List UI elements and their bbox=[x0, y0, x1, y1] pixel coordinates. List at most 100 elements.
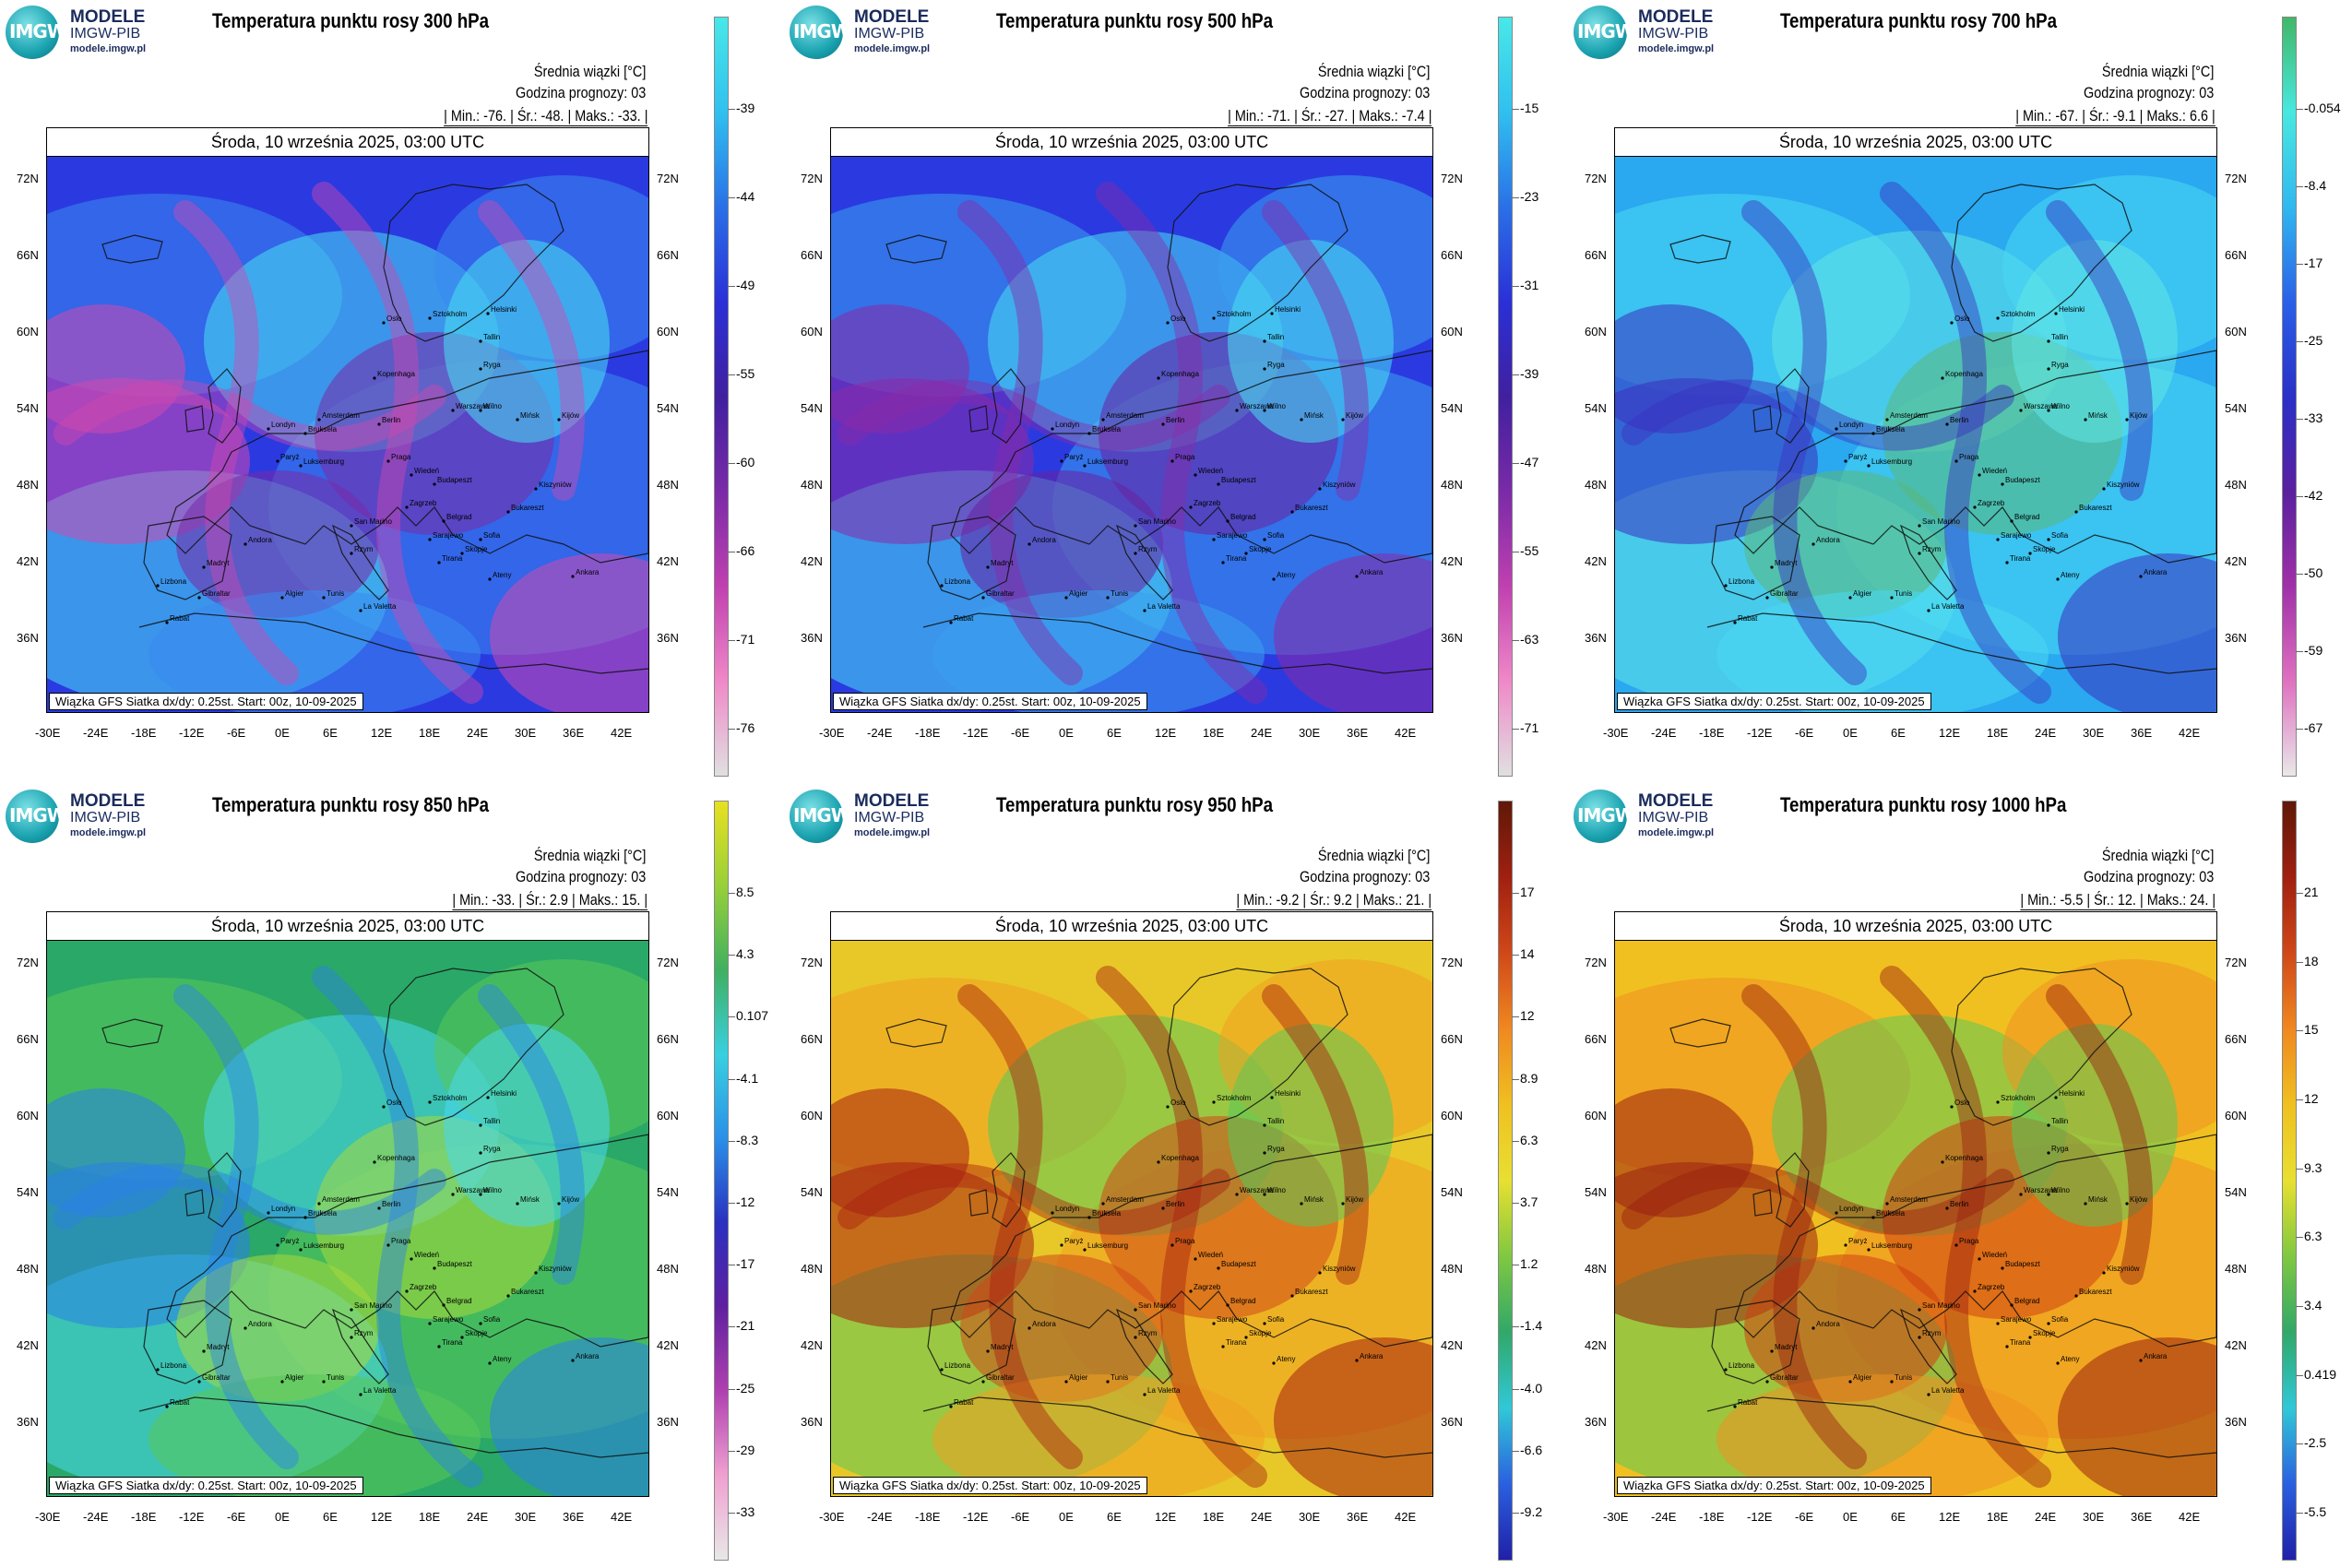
coastline bbox=[143, 516, 232, 600]
city-label: Budapeszt bbox=[1221, 1260, 1257, 1268]
city-label: Budapeszt bbox=[2005, 1260, 2041, 1268]
city-label: Kiszyniów bbox=[2107, 481, 2140, 489]
imgw-logo[interactable]: IMGW MODELE IMGW-PIB modele.imgw.pl bbox=[6, 6, 162, 59]
logo-badge-text: IMGW bbox=[1577, 804, 1635, 826]
field-streak bbox=[2046, 200, 2153, 501]
lat-label-left: 36N bbox=[17, 631, 39, 645]
lat-label-right: 36N bbox=[2225, 1415, 2247, 1429]
city-label: Gibraltar bbox=[1770, 1373, 1799, 1382]
lon-label: 36E bbox=[2131, 1510, 2153, 1524]
field-blob bbox=[444, 1024, 610, 1227]
field-blob bbox=[1615, 304, 1753, 434]
imgw-logo[interactable]: IMGW MODELE IMGW-PIB modele.imgw.pl bbox=[790, 6, 946, 59]
lon-label: -30E bbox=[1603, 1510, 1629, 1524]
city-dot bbox=[479, 1193, 482, 1196]
city-label: Ankara bbox=[1360, 1352, 1384, 1360]
imgw-logo[interactable]: IMGW MODELE IMGW-PIB modele.imgw.pl bbox=[1574, 6, 1730, 59]
colorbar-tick-label: 9.3 bbox=[2304, 1159, 2322, 1175]
lat-label-left: 60N bbox=[801, 325, 823, 339]
model-footer: Wiązka GFS Siatka dx/dy: 0.25st. Start: … bbox=[833, 693, 1147, 710]
colorbar-tick-label: -4.0 bbox=[1520, 1380, 1543, 1396]
info-units: Średnia wiązki [°C] bbox=[533, 63, 646, 80]
stats-line: | Min.: -76. | Śr.: -48. | Maks.: -33. | bbox=[443, 107, 647, 126]
field-blob bbox=[1716, 590, 2049, 712]
city-label: Luksemburg bbox=[1871, 457, 1912, 466]
lon-label: -24E bbox=[83, 726, 109, 740]
field-blob bbox=[1744, 470, 1947, 618]
forecast-panel-6: IMGW MODELE IMGW-PIB modele.imgw.pl Temp… bbox=[1568, 784, 2352, 1568]
city-label: Kijów bbox=[562, 411, 579, 420]
city-label: La Valetta bbox=[363, 602, 397, 611]
lon-label: -30E bbox=[819, 726, 845, 740]
colorbar-tick-label: 12 bbox=[1520, 1008, 1535, 1024]
coastline bbox=[166, 350, 648, 564]
city-label: Wilno bbox=[483, 402, 503, 410]
city-dot bbox=[442, 519, 445, 523]
field-blob bbox=[176, 470, 379, 618]
city-dot bbox=[2047, 1193, 2050, 1196]
city-dot bbox=[373, 376, 376, 380]
colorbar-tick-label: 0.419 bbox=[2304, 1366, 2337, 1382]
lon-label: 24E bbox=[1251, 726, 1273, 740]
coastline bbox=[208, 368, 242, 444]
city-label: Sztokholm bbox=[433, 310, 468, 318]
city-dot bbox=[428, 316, 432, 320]
lat-label-left: 54N bbox=[801, 401, 823, 415]
field-streak bbox=[1621, 1163, 2014, 1235]
city-dot bbox=[1101, 418, 1105, 422]
city-dot bbox=[1087, 432, 1091, 435]
city-label: Ryga bbox=[2051, 361, 2069, 369]
logo-line1: MODELE bbox=[1638, 7, 1714, 27]
imgw-logo-icon: IMGW bbox=[1574, 790, 1635, 843]
city-dot bbox=[1028, 542, 1031, 546]
coastline bbox=[1776, 368, 1810, 444]
imgw-logo[interactable]: IMGW MODELE IMGW-PIB modele.imgw.pl bbox=[1574, 790, 1730, 843]
imgw-logo[interactable]: IMGW MODELE IMGW-PIB modele.imgw.pl bbox=[790, 790, 946, 843]
city-label: Algier bbox=[285, 1373, 304, 1382]
city-dot bbox=[1217, 1266, 1220, 1270]
city-dot bbox=[479, 1322, 482, 1325]
city-label: Berlin bbox=[1166, 1200, 1184, 1208]
city-label: Mińsk bbox=[2088, 1195, 2108, 1204]
lat-label-right: 42N bbox=[657, 554, 679, 568]
colorbar-tick-label: -25 bbox=[2304, 333, 2323, 348]
lon-label: 42E bbox=[611, 1510, 633, 1524]
city-dot bbox=[428, 1100, 432, 1104]
lon-label: 18E bbox=[1203, 726, 1225, 740]
logo-line1: MODELE bbox=[70, 791, 146, 811]
city-label: Budapeszt bbox=[437, 1260, 473, 1268]
colorbar-tick-mark bbox=[2296, 1099, 2303, 1100]
city-label: Mińsk bbox=[1304, 1195, 1324, 1204]
city-dot bbox=[2005, 1345, 2009, 1348]
city-label: Algier bbox=[1853, 1373, 1872, 1382]
city-label: Bruksela bbox=[308, 425, 338, 434]
colorbar-tick-mark bbox=[728, 893, 735, 894]
city-dot bbox=[1235, 1193, 1239, 1196]
colorbar-tick-mark bbox=[728, 1140, 735, 1142]
lat-label-right: 36N bbox=[1441, 1415, 1463, 1429]
city-label: Skopje bbox=[465, 1329, 488, 1337]
colorbar-tick-label: -66 bbox=[736, 543, 755, 558]
info-block: Średnia wiązki [°C] Godzina prognozy: 03 bbox=[516, 61, 646, 103]
coastline bbox=[143, 1300, 232, 1384]
city-dot bbox=[1143, 1393, 1146, 1396]
city-dot bbox=[350, 1308, 353, 1312]
lat-label-left: 60N bbox=[1585, 325, 1607, 339]
dewpoint-field: Oslo Sztokholm Helsinki Tallin Ryga Wilno Mińs… bbox=[47, 941, 648, 1496]
city-label: Helsinki bbox=[2059, 1089, 2085, 1098]
map-area: Oslo Sztokholm Helsinki Tallin Ryga Wilno Mińs… bbox=[46, 156, 649, 713]
city-dot bbox=[1941, 376, 1944, 380]
city-dot bbox=[386, 459, 390, 463]
city-label: Madryt bbox=[207, 559, 230, 567]
city-label: Rabat bbox=[1738, 1398, 1758, 1407]
city-dot bbox=[2001, 1266, 2004, 1270]
city-label: Rabat bbox=[170, 614, 190, 623]
coastline bbox=[1167, 184, 1348, 342]
city-dot bbox=[1028, 1326, 1031, 1330]
stats-line: | Min.: -9.2 | Śr.: 9.2 | Maks.: 21. | bbox=[1236, 891, 1431, 910]
city-label: Tirana bbox=[2010, 554, 2031, 563]
lat-label-right: 60N bbox=[657, 1109, 679, 1123]
model-footer: Wiązka GFS Siatka dx/dy: 0.25st. Start: … bbox=[1617, 1477, 1931, 1494]
imgw-logo[interactable]: IMGW MODELE IMGW-PIB modele.imgw.pl bbox=[6, 790, 162, 843]
info-block: Średnia wiązki [°C] Godzina prognozy: 03 bbox=[2084, 61, 2214, 103]
